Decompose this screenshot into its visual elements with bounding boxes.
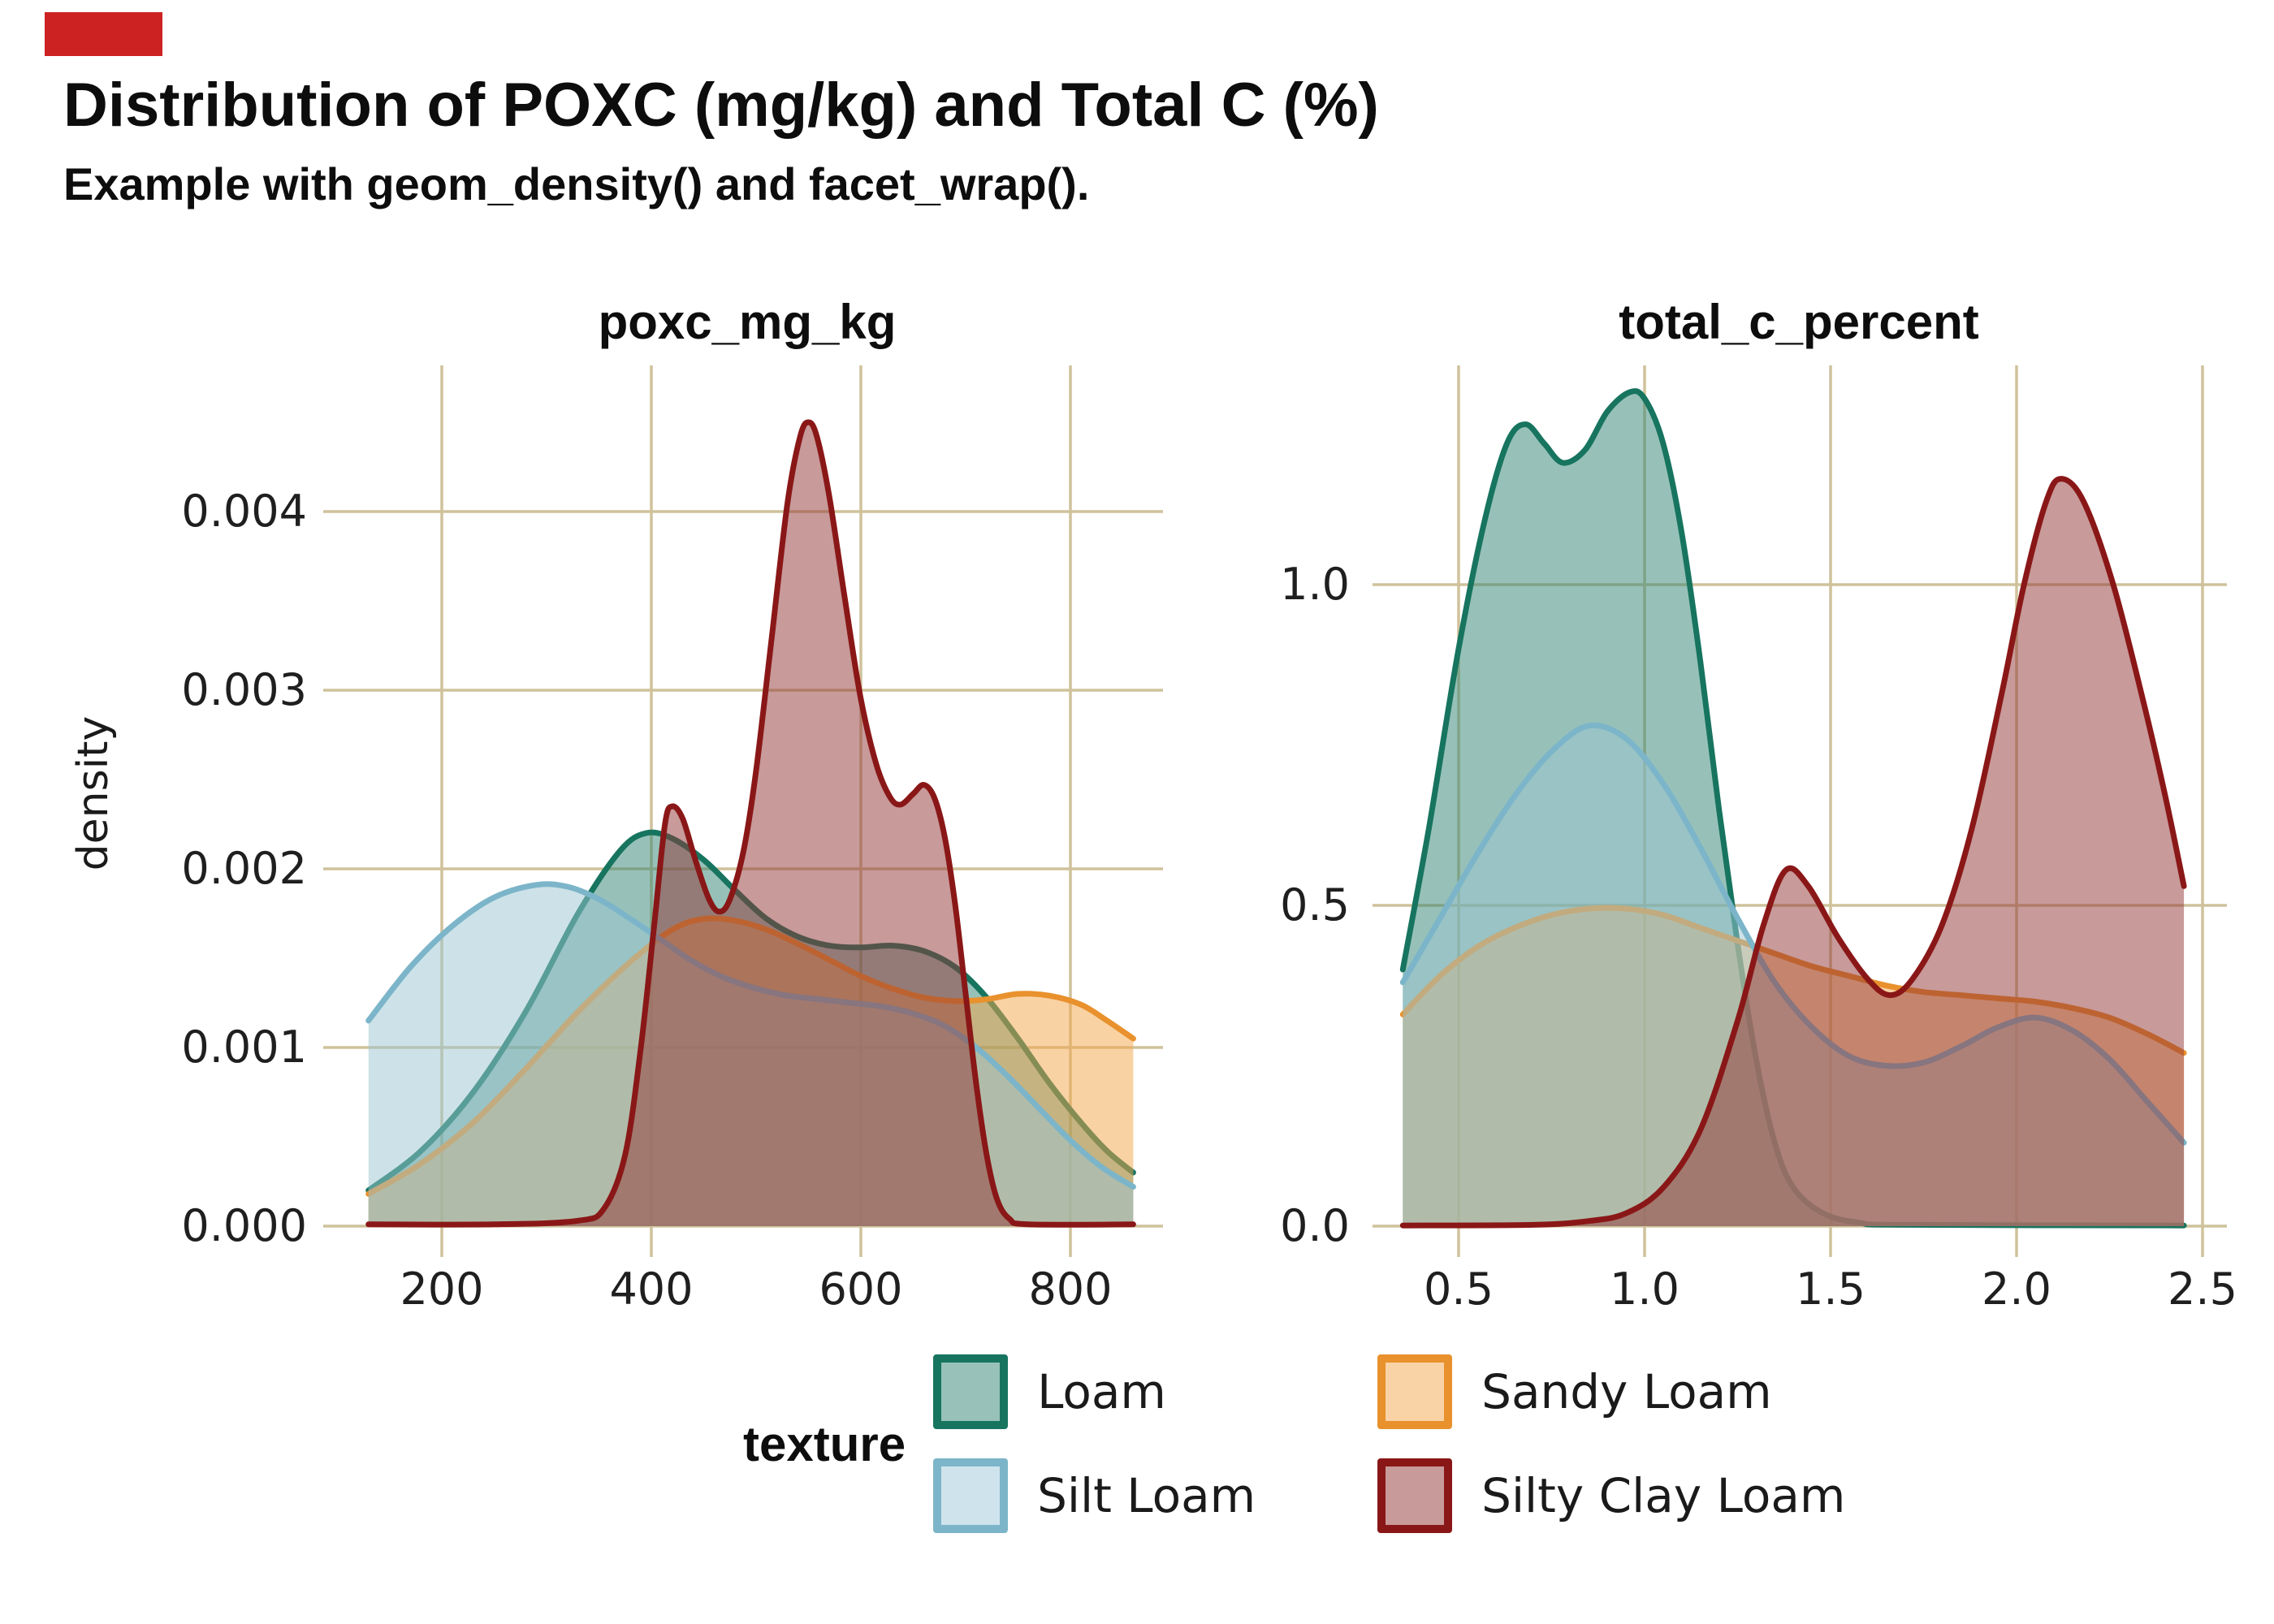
x-axis-tick-label: 1.5 [1796, 1263, 1865, 1315]
legend-items: Loam Sandy Loam Silt Loam Silty Clay Loam [933, 1354, 1845, 1533]
y-axis-tick-label: 0.002 [181, 843, 307, 894]
y-axis-tick-label: 1.0 [1280, 559, 1350, 610]
y-axis-tick-label: 0.5 [1280, 879, 1350, 931]
density-area-silty-clay-loam [1403, 478, 2185, 1226]
legend-label: Loam [1037, 1364, 1166, 1419]
facet-title-poxc: poxc_mg_kg [598, 295, 897, 349]
legend-entry-loam: Loam [933, 1354, 1256, 1429]
y-axis-tick-label: 0.0 [1280, 1200, 1350, 1251]
facet-title-total-c: total_c_percent [1619, 295, 1979, 349]
legend-entry-silt-loam: Silt Loam [933, 1458, 1256, 1533]
x-axis-tick-label: 800 [1028, 1263, 1113, 1315]
y-axis-tick-label: 0.001 [181, 1021, 307, 1073]
legend-entry-sandy-loam: Sandy Loam [1377, 1354, 1845, 1429]
density-panel-poxc [323, 365, 1163, 1257]
legend-entry-silty-clay-loam: Silty Clay Loam [1377, 1458, 1845, 1533]
legend-key-swatch [933, 1354, 1009, 1429]
legend: texture Loam Sandy Loam Silt Loam Silty Cla… [743, 1354, 1845, 1533]
legend-title: texture [743, 1416, 906, 1471]
x-axis-tick-label: 2.0 [1982, 1263, 2051, 1315]
legend-label: Silty Clay Loam [1481, 1468, 1846, 1523]
red-marker-rectangle [45, 12, 162, 56]
legend-label: Sandy Loam [1481, 1364, 1772, 1419]
x-axis-tick-label: 1.0 [1610, 1263, 1680, 1315]
x-axis-tick-label: 600 [819, 1263, 903, 1315]
legend-key-swatch [1377, 1354, 1453, 1429]
x-axis-tick-label: 400 [609, 1263, 694, 1315]
density-line-silty-clay-loam [365, 419, 1136, 1228]
legend-key-swatch [933, 1458, 1009, 1533]
y-axis-tick-label: 0.004 [181, 486, 307, 537]
density-panel-total-c [1373, 365, 2227, 1257]
x-axis-tick-label: 0.5 [1424, 1263, 1494, 1315]
y-axis-tick-label: 0.000 [181, 1200, 307, 1251]
x-axis-tick-label: 200 [400, 1263, 484, 1315]
y-axis-tick-label: 0.003 [181, 664, 307, 715]
chart-title: Distribution of POXC (mg/kg) and Total C… [63, 71, 1379, 140]
legend-key-swatch [1377, 1458, 1453, 1533]
y-axis-label: density [69, 715, 118, 871]
legend-label: Silt Loam [1037, 1468, 1256, 1523]
x-axis-tick-label: 2.5 [2168, 1263, 2237, 1315]
density-line-silty-clay-loam [1399, 476, 2187, 1229]
chart-subtitle: Example with geom_density() and facet_wr… [63, 158, 1090, 209]
